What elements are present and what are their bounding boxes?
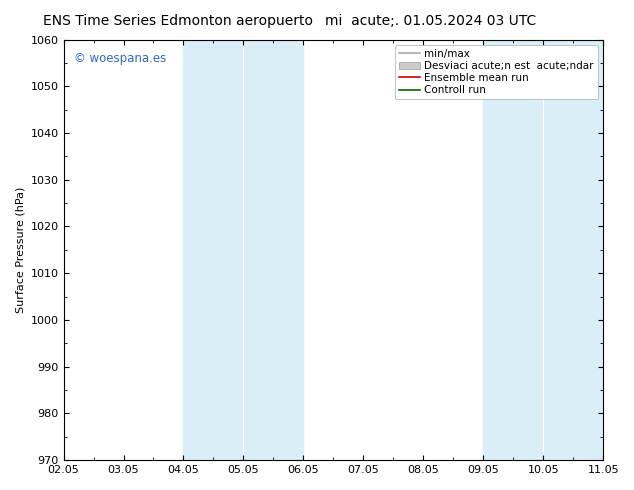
Text: ENS Time Series Edmonton aeropuerto: ENS Time Series Edmonton aeropuerto bbox=[42, 14, 313, 28]
Bar bbox=[183, 40, 304, 460]
Text: © woespana.es: © woespana.es bbox=[74, 52, 167, 65]
Legend: min/max, Desviaci acute;n est  acute;ndar, Ensemble mean run, Controll run: min/max, Desviaci acute;n est acute;ndar… bbox=[395, 45, 598, 99]
Text: mi  acute;. 01.05.2024 03 UTC: mi acute;. 01.05.2024 03 UTC bbox=[325, 14, 537, 28]
Bar bbox=[483, 40, 603, 460]
Y-axis label: Surface Pressure (hPa): Surface Pressure (hPa) bbox=[15, 187, 25, 313]
